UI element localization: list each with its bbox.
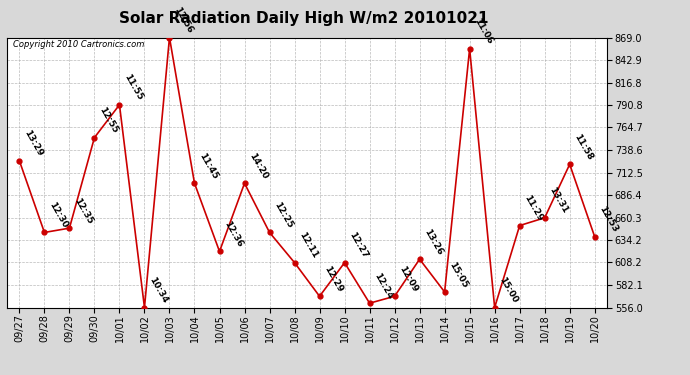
Text: 15:00: 15:00: [497, 276, 520, 305]
Text: 12:36: 12:36: [222, 219, 244, 249]
Text: 13:29: 13:29: [22, 129, 44, 158]
Text: 12:25: 12:25: [273, 200, 295, 230]
Text: 12:29: 12:29: [322, 264, 344, 294]
Text: 11:29: 11:29: [522, 194, 544, 223]
Text: 11:58: 11:58: [573, 132, 595, 162]
Text: 12:24: 12:24: [373, 271, 395, 300]
Text: 15:05: 15:05: [447, 260, 469, 289]
Text: 14:20: 14:20: [247, 151, 269, 180]
Text: 13:31: 13:31: [547, 186, 569, 215]
Text: Copyright 2010 Cartronics.com: Copyright 2010 Cartronics.com: [13, 40, 144, 49]
Text: 12:53: 12:53: [598, 205, 620, 234]
Text: 12:27: 12:27: [347, 231, 370, 260]
Text: 10:34: 10:34: [147, 275, 169, 305]
Text: 12:35: 12:35: [72, 196, 95, 225]
Text: 12:11: 12:11: [297, 231, 319, 260]
Text: 12:55: 12:55: [97, 105, 119, 135]
Text: 11:45: 11:45: [197, 151, 219, 180]
Text: 12:30: 12:30: [47, 201, 69, 230]
Text: 11:55: 11:55: [122, 73, 144, 102]
Text: 11:06: 11:06: [473, 17, 495, 46]
Text: Solar Radiation Daily High W/m2 20101021: Solar Radiation Daily High W/m2 20101021: [119, 11, 489, 26]
Text: 12:56: 12:56: [172, 5, 195, 35]
Text: 13:26: 13:26: [422, 227, 444, 256]
Text: 12:09: 12:09: [397, 264, 420, 294]
